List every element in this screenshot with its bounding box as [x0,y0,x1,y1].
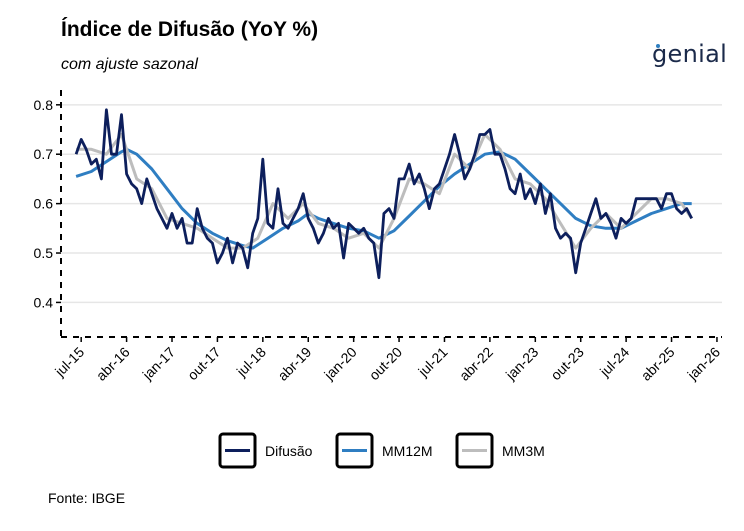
series-lines [74,108,693,280]
legend-label: MM3M [502,443,545,459]
chart-title: Índice de Difusão (YoY %) [61,18,319,41]
legend-label: Difusão [265,443,313,459]
x-tick-label: out-17 [184,344,224,384]
axes [60,90,722,338]
legend: Difusão MM12M MM3M [218,432,545,469]
x-tick-label: abr-25 [638,344,678,384]
y-tick-label: 0.5 [34,245,54,261]
x-tick-label: jan-20 [320,344,360,384]
source-note: Fonte: IBGE [48,490,126,506]
x-tick-label: jul-21 [414,344,450,380]
y-tick-label: 0.7 [34,146,54,162]
x-tick-label: jan-17 [139,344,179,384]
x-tick-label: jul-24 [596,344,632,380]
x-tick-label: jul-18 [233,344,269,380]
x-tick-label: jan-23 [502,344,542,384]
y-tick-label: 0.8 [34,97,54,113]
logo-dot-icon [656,44,660,48]
x-tick-label: out-20 [366,344,406,384]
x-tick-label: abr-19 [274,344,314,384]
y-tick-label: 0.4 [34,294,54,310]
grid-lines [61,104,722,304]
x-tick-label: jan-26 [684,344,724,384]
legend-label: MM12M [382,443,433,459]
x-tick-label: abr-16 [93,344,133,384]
series-line-mm12m [75,147,692,250]
x-tick-label: abr-22 [456,344,496,384]
x-tick-label: jul-15 [51,344,87,380]
y-tick-label: 0.6 [34,196,54,212]
chart-subtitle: com ajuste sazonal [61,56,198,73]
series-line-difusão [74,108,693,280]
genial-logo: genial [652,40,728,68]
x-tick-label: out-23 [547,344,587,384]
